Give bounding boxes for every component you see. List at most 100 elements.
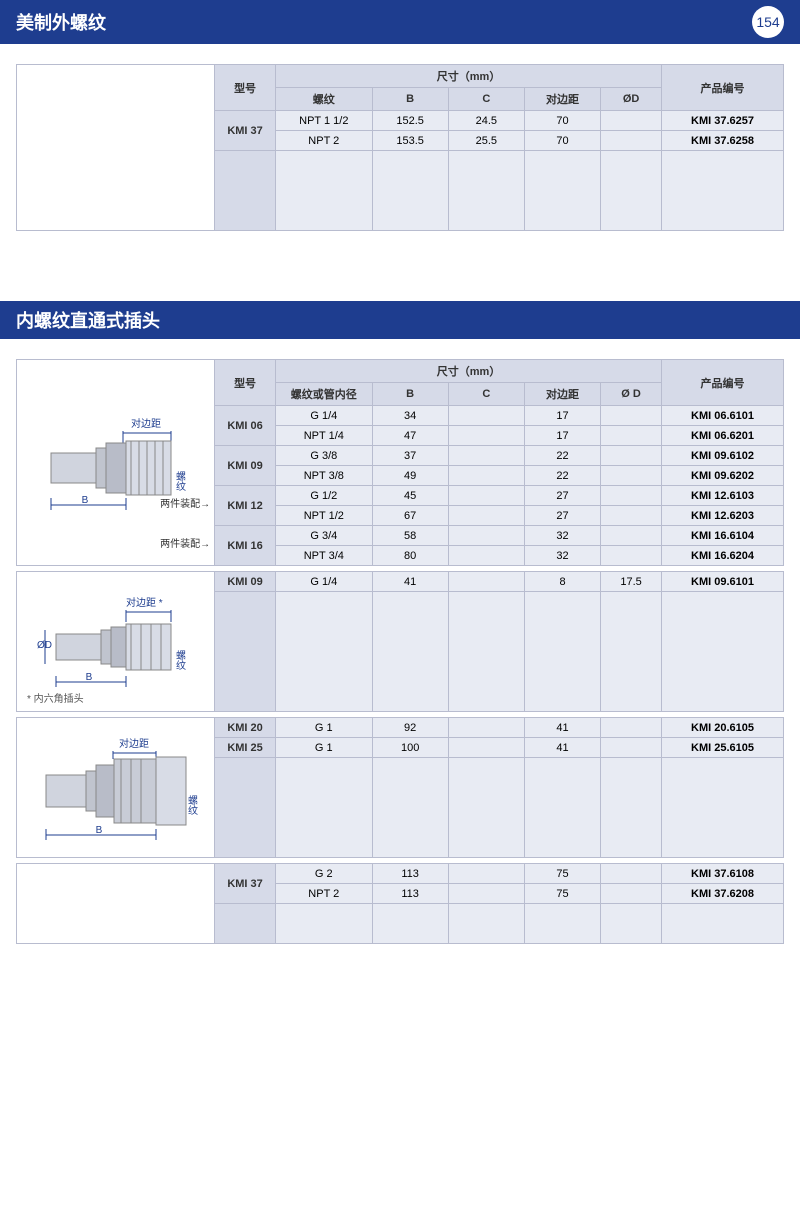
cell (601, 864, 662, 884)
cell: 25.5 (448, 131, 524, 151)
cell (448, 718, 524, 738)
cell-part: KMI 37.6108 (662, 864, 784, 884)
cell: 41 (524, 718, 600, 738)
svg-text:对边距: 对边距 (119, 737, 149, 750)
cell-model: KMI 09 (215, 446, 276, 486)
th-part: 产品编号 (662, 360, 784, 406)
cell: 67 (372, 506, 448, 526)
cell: 92 (372, 718, 448, 738)
section2-title: 内螺纹直通式插头 (16, 307, 160, 333)
th-part: 产品编号 (662, 65, 784, 111)
cell (448, 526, 524, 546)
svg-text:螺纹: 螺纹 (185, 794, 197, 815)
cell: 22 (524, 466, 600, 486)
assembly-arrow-2: 两件装配→ (160, 539, 210, 550)
th-C: C (448, 383, 524, 406)
table-row: 对边距 * ØD 螺纹 (17, 572, 784, 592)
cell: 17.5 (601, 572, 662, 592)
svg-text:B: B (95, 825, 102, 836)
th-C: C (448, 88, 524, 111)
cell: 17 (524, 426, 600, 446)
th-flat: 对边距 (524, 383, 600, 406)
cell (601, 426, 662, 446)
cell (601, 526, 662, 546)
svg-text:螺纹: 螺纹 (173, 470, 185, 491)
cell (601, 486, 662, 506)
cell: 153.5 (372, 131, 448, 151)
cell: 80 (372, 546, 448, 566)
cell: 17 (524, 406, 600, 426)
page-number: 154 (752, 6, 784, 38)
cell: G 3/8 (276, 446, 373, 466)
th-dim-group: 尺寸（mm） (276, 65, 662, 88)
diagram-cell-4 (17, 864, 215, 944)
cell: G 3/4 (276, 526, 373, 546)
cell-model: KMI 37 (215, 864, 276, 904)
section1-title-bar: 美制外螺纹 154 (0, 0, 800, 44)
cell-model: KMI 06 (215, 406, 276, 446)
cell: 27 (524, 486, 600, 506)
cell (601, 111, 662, 131)
cell (601, 718, 662, 738)
cell (601, 546, 662, 566)
table-row: KMI 37 G 2 113 75 KMI 37.6108 (17, 864, 784, 884)
cell (448, 884, 524, 904)
section-us-external-thread: 美制外螺纹 154 型号 尺寸（mm） 产品编号 螺纹 B C 对边距 ØD K… (0, 0, 800, 231)
cell: 41 (372, 572, 448, 592)
cell (448, 738, 524, 758)
cell: NPT 1 1/2 (276, 111, 373, 131)
cell-part: KMI 37.6257 (662, 111, 784, 131)
th-flat: 对边距 (524, 88, 600, 111)
cell: NPT 1/4 (276, 426, 373, 446)
svg-text:B: B (85, 672, 92, 683)
cell-part: KMI 09.6101 (662, 572, 784, 592)
cell: 8 (524, 572, 600, 592)
svg-text:对边距: 对边距 (131, 417, 161, 430)
cell (448, 546, 524, 566)
cell: G 2 (276, 864, 373, 884)
cell: G 1 (276, 738, 373, 758)
cell: 58 (372, 526, 448, 546)
cell: G 1 (276, 718, 373, 738)
cell (448, 486, 524, 506)
cell (601, 406, 662, 426)
th-model: 型号 (215, 360, 276, 406)
cell: 41 (524, 738, 600, 758)
cell: 75 (524, 864, 600, 884)
cell: G 1/2 (276, 486, 373, 506)
cell (601, 466, 662, 486)
cell (448, 426, 524, 446)
section1-table: 型号 尺寸（mm） 产品编号 螺纹 B C 对边距 ØD KMI 37 NPT … (16, 64, 784, 231)
cell: G 1/4 (276, 406, 373, 426)
cell-part: KMI 16.6204 (662, 546, 784, 566)
cell-model: KMI 20 (215, 718, 276, 738)
th-OD: ØD (601, 88, 662, 111)
cell: NPT 1/2 (276, 506, 373, 526)
svg-text:螺纹: 螺纹 (173, 649, 185, 670)
cell: 100 (372, 738, 448, 758)
cell: NPT 3/8 (276, 466, 373, 486)
cell-part: KMI 09.6202 (662, 466, 784, 486)
cell-model: KMI 25 (215, 738, 276, 758)
cell-part: KMI 09.6102 (662, 446, 784, 466)
cell-model: KMI 12 (215, 486, 276, 526)
cell (601, 506, 662, 526)
cell: 32 (524, 546, 600, 566)
cell-part: KMI 25.6105 (662, 738, 784, 758)
cell-part: KMI 37.6258 (662, 131, 784, 151)
cell-part: KMI 37.6208 (662, 884, 784, 904)
section2-table: 对边距 螺纹 (16, 359, 784, 944)
cell (448, 446, 524, 466)
cell: 22 (524, 446, 600, 466)
section2-title-bar: 内螺纹直通式插头 (0, 301, 800, 339)
cell: NPT 2 (276, 131, 373, 151)
section1-title: 美制外螺纹 (16, 9, 106, 35)
th-thread: 螺纹或管内径 (276, 383, 373, 406)
cell: 113 (372, 884, 448, 904)
cell (448, 466, 524, 486)
cell: 45 (372, 486, 448, 506)
cell: 152.5 (372, 111, 448, 131)
table-row: 对边距 螺纹 B (17, 718, 784, 738)
cell: 70 (524, 131, 600, 151)
assembly-arrow-1: 两件装配→ (160, 499, 210, 510)
